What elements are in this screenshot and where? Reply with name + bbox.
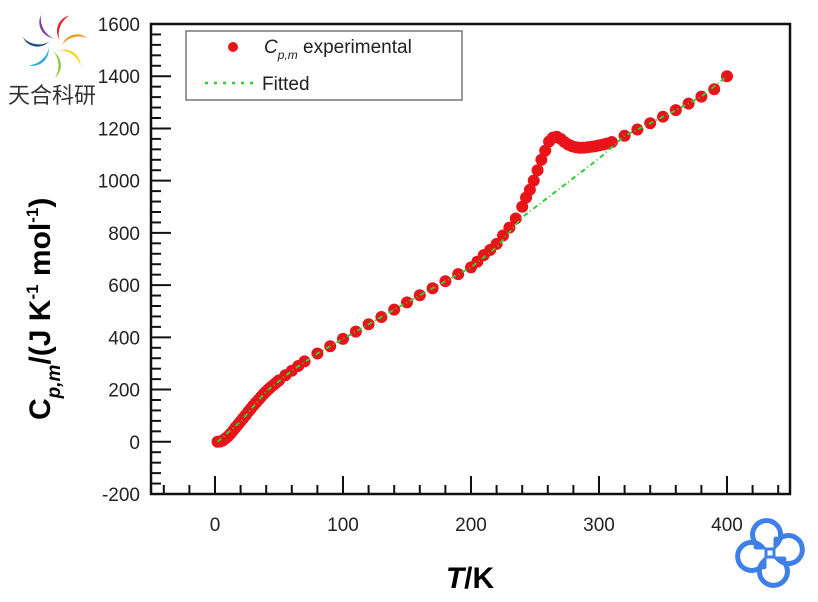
series-experimental <box>211 70 733 448</box>
data-point <box>490 237 503 250</box>
x-tick-label: 100 <box>327 515 359 536</box>
pinwheel-blade <box>56 15 70 42</box>
y-title-sup1: -1 <box>23 284 42 299</box>
y-tick-label: 1000 <box>98 172 140 193</box>
data-point <box>337 332 349 345</box>
data-point <box>452 268 465 281</box>
x-tick-label: 300 <box>583 515 615 536</box>
legend-label-experimental: Cp,m experimental <box>264 37 412 62</box>
data-point <box>695 90 708 103</box>
y-tick-label: 1600 <box>98 15 140 36</box>
y-tick-label: 600 <box>108 276 140 297</box>
data-point <box>669 104 682 117</box>
axis-ticks <box>151 33 780 494</box>
data-point <box>388 303 401 316</box>
y-tick-label: 800 <box>108 224 140 245</box>
data-point <box>509 212 522 225</box>
fitted-line <box>216 75 728 443</box>
data-point <box>503 221 516 234</box>
pinwheel-blade <box>60 34 88 47</box>
data-point <box>523 183 536 196</box>
data-point <box>631 123 644 136</box>
pinwheel-blade <box>28 46 50 66</box>
x-axis-title: T/K <box>446 562 495 595</box>
y-title-sup2: -1 <box>23 208 42 223</box>
legend-exp-rest: experimental <box>298 37 412 58</box>
y-title-sub: p,m <box>44 364 65 399</box>
blue-swirl-knot-icon <box>735 518 805 588</box>
pinwheel-blade <box>39 15 55 39</box>
data-point <box>401 296 413 309</box>
y-tick-label: -200 <box>102 485 140 506</box>
x-tick-label: 200 <box>455 515 487 536</box>
x-axis-title-italic: T <box>446 562 467 595</box>
data-point <box>535 153 548 166</box>
y-tick-label: 1400 <box>98 67 140 88</box>
data-point <box>516 200 529 213</box>
pinwheel-blade <box>22 37 51 47</box>
x-tick-labels: 0 100 200 300 400 <box>210 515 743 536</box>
pinwheel-blade <box>57 49 81 66</box>
data-point <box>605 136 618 149</box>
legend: Cp,m experimental Fitted <box>185 30 463 101</box>
y-title-main: C <box>24 398 57 420</box>
y-title-rest2: mol <box>24 223 57 285</box>
y-title-rest1: /(J K <box>24 299 57 364</box>
legend-label-fitted: Fitted <box>262 74 310 95</box>
data-point <box>298 355 311 368</box>
x-tick-label: 400 <box>711 515 743 536</box>
y-tick-label: 1200 <box>98 119 140 140</box>
rainbow-pinwheel-icon <box>22 15 88 79</box>
x-tick-label: 0 <box>210 515 221 536</box>
y-axis-title: Cp,m/(J K-1 mol-1) <box>23 198 65 420</box>
y-title-close: ) <box>24 198 57 208</box>
pinwheel-blade <box>52 50 61 79</box>
data-point <box>413 289 426 302</box>
x-axis-title-rest: /K <box>464 562 494 595</box>
data-point <box>539 144 552 157</box>
legend-exp-sub: p,m <box>277 48 298 62</box>
data-point <box>531 164 544 177</box>
legend-exp-main: C <box>264 37 278 58</box>
data-point <box>708 83 721 96</box>
y-tick-label: 200 <box>108 381 140 402</box>
y-tick-labels: -200 0 200 400 600 800 1000 1200 1400 1600 <box>98 15 140 506</box>
series-fitted <box>216 75 728 443</box>
watermark-text: 天合科研 <box>8 84 96 109</box>
data-point <box>527 174 540 187</box>
data-point <box>349 325 362 338</box>
y-tick-label: 0 <box>129 433 140 454</box>
y-tick-label: 400 <box>108 328 140 349</box>
legend-marker-experimental <box>228 42 238 52</box>
